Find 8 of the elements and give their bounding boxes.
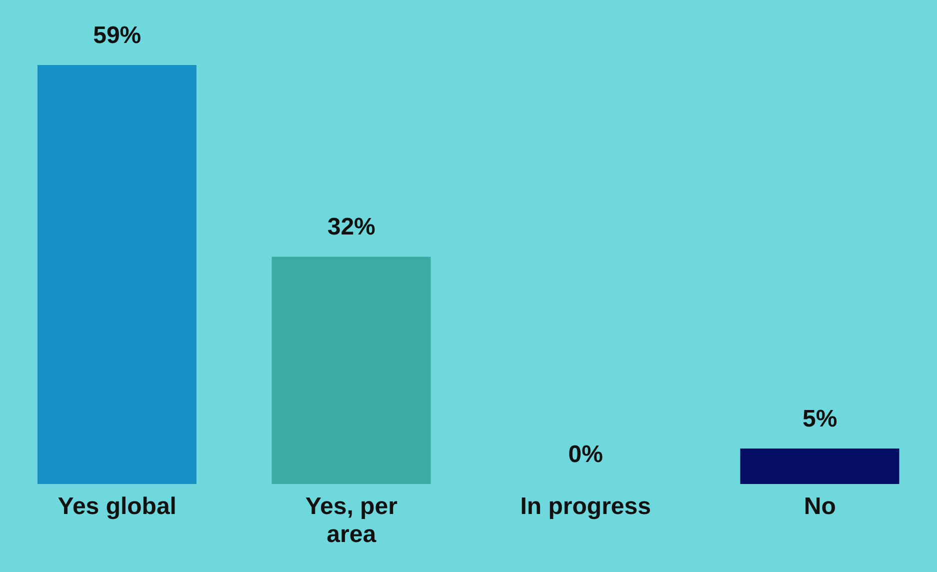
x-tick-label: No	[804, 493, 836, 520]
data-label: 5%	[802, 405, 838, 432]
data-label: 32%	[327, 214, 376, 241]
data-label: 59%	[93, 22, 142, 49]
x-tick-label: In progress	[520, 493, 651, 520]
x-tick-label: Yes global	[58, 493, 176, 520]
data-label: 0%	[568, 441, 603, 468]
x-tick-label: Yes, per area	[305, 493, 398, 548]
